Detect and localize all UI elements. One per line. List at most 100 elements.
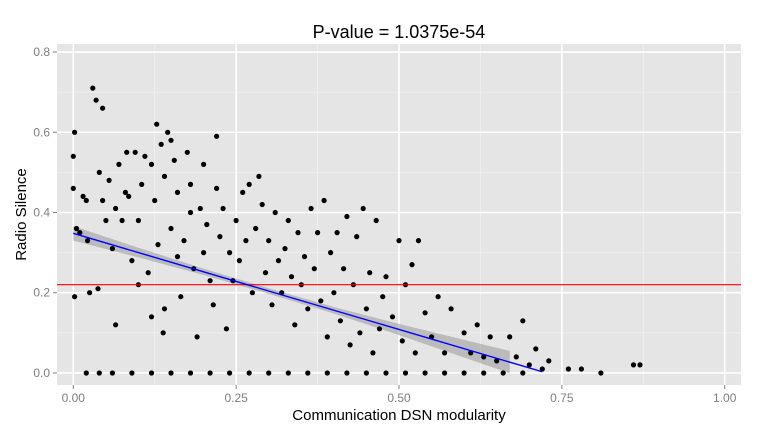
x-tick-label: 0.50 <box>387 391 411 405</box>
data-point <box>90 85 96 91</box>
data-point <box>168 225 174 232</box>
data-point <box>187 181 194 187</box>
data-point <box>72 294 78 300</box>
data-point <box>347 342 353 348</box>
data-point <box>285 217 291 224</box>
confidence-band <box>73 226 510 374</box>
data-point <box>341 266 347 272</box>
data-point <box>174 254 181 260</box>
data-point <box>399 338 405 344</box>
data-point <box>158 141 164 147</box>
data-point <box>132 149 138 155</box>
data-point <box>197 205 203 212</box>
y-tick-label: 0.4 <box>33 205 50 219</box>
data-point <box>367 270 373 276</box>
data-point <box>474 322 480 328</box>
data-point <box>637 362 643 368</box>
data-point <box>334 230 340 236</box>
data-point <box>246 370 252 376</box>
data-point <box>272 209 278 216</box>
x-tick-label: 1.00 <box>713 391 737 405</box>
data-point <box>129 370 135 376</box>
data-point <box>227 370 233 376</box>
regression-line <box>73 232 543 373</box>
data-point <box>461 370 467 376</box>
data-point <box>461 330 467 336</box>
data-point <box>526 362 532 368</box>
x-axis-ticks: 0.00 0.25 0.50 0.75 1.00 <box>62 385 737 405</box>
data-point <box>168 370 174 376</box>
data-point <box>363 306 369 312</box>
data-point <box>253 225 259 232</box>
data-points <box>70 85 643 376</box>
data-point <box>77 230 83 236</box>
data-point <box>126 193 132 199</box>
data-point <box>145 270 151 276</box>
data-point <box>122 189 128 195</box>
data-point <box>72 129 78 135</box>
data-point <box>409 262 415 268</box>
data-point <box>295 230 301 236</box>
data-point <box>383 274 389 280</box>
data-point <box>103 217 109 224</box>
data-point <box>266 370 272 376</box>
y-axis-ticks: 0.0 0.2 0.4 0.6 0.8 <box>33 45 57 380</box>
data-point <box>282 246 288 252</box>
data-point <box>73 225 80 232</box>
data-point <box>354 234 360 240</box>
x-tick-label: 0.00 <box>62 391 86 405</box>
data-point <box>630 362 637 368</box>
data-point <box>83 370 89 376</box>
data-point <box>259 201 265 208</box>
data-point <box>113 322 119 328</box>
data-point <box>70 185 76 191</box>
data-point <box>161 306 168 312</box>
y-axis-title: Radio Silence <box>13 168 30 261</box>
data-point <box>487 334 493 340</box>
data-point <box>187 209 194 216</box>
data-point <box>422 370 428 376</box>
data-point <box>598 370 604 376</box>
data-point <box>442 350 448 356</box>
data-point <box>113 205 119 212</box>
data-point <box>363 370 369 376</box>
data-point <box>357 330 363 336</box>
data-point <box>204 221 210 228</box>
data-point <box>160 330 166 336</box>
data-point <box>171 157 177 163</box>
data-point <box>360 205 366 212</box>
data-point <box>402 370 409 376</box>
fitted-lines <box>57 232 741 373</box>
data-point <box>119 217 125 224</box>
data-point <box>285 370 291 376</box>
data-point <box>442 370 448 376</box>
data-point <box>266 238 272 244</box>
chart-title: P-value = 1.0375e-54 <box>313 22 486 42</box>
data-point <box>422 310 428 316</box>
data-point <box>227 250 233 256</box>
data-point <box>96 370 102 376</box>
data-point <box>236 258 242 264</box>
data-point <box>546 358 552 364</box>
data-point <box>152 197 158 204</box>
data-point <box>233 217 239 224</box>
data-point <box>344 213 350 220</box>
data-point <box>142 153 148 159</box>
y-tick-label: 0.6 <box>33 125 50 139</box>
data-point <box>412 350 418 356</box>
data-point <box>109 370 115 376</box>
data-point <box>380 294 386 300</box>
data-point <box>155 242 161 248</box>
data-point <box>539 366 545 372</box>
data-point <box>305 370 311 376</box>
x-tick-label: 0.75 <box>550 391 574 405</box>
data-point <box>301 254 308 260</box>
data-point <box>214 185 220 191</box>
data-point <box>249 290 255 296</box>
data-point <box>288 274 295 280</box>
data-point <box>481 370 487 376</box>
data-point <box>129 258 135 264</box>
data-point <box>168 137 174 143</box>
